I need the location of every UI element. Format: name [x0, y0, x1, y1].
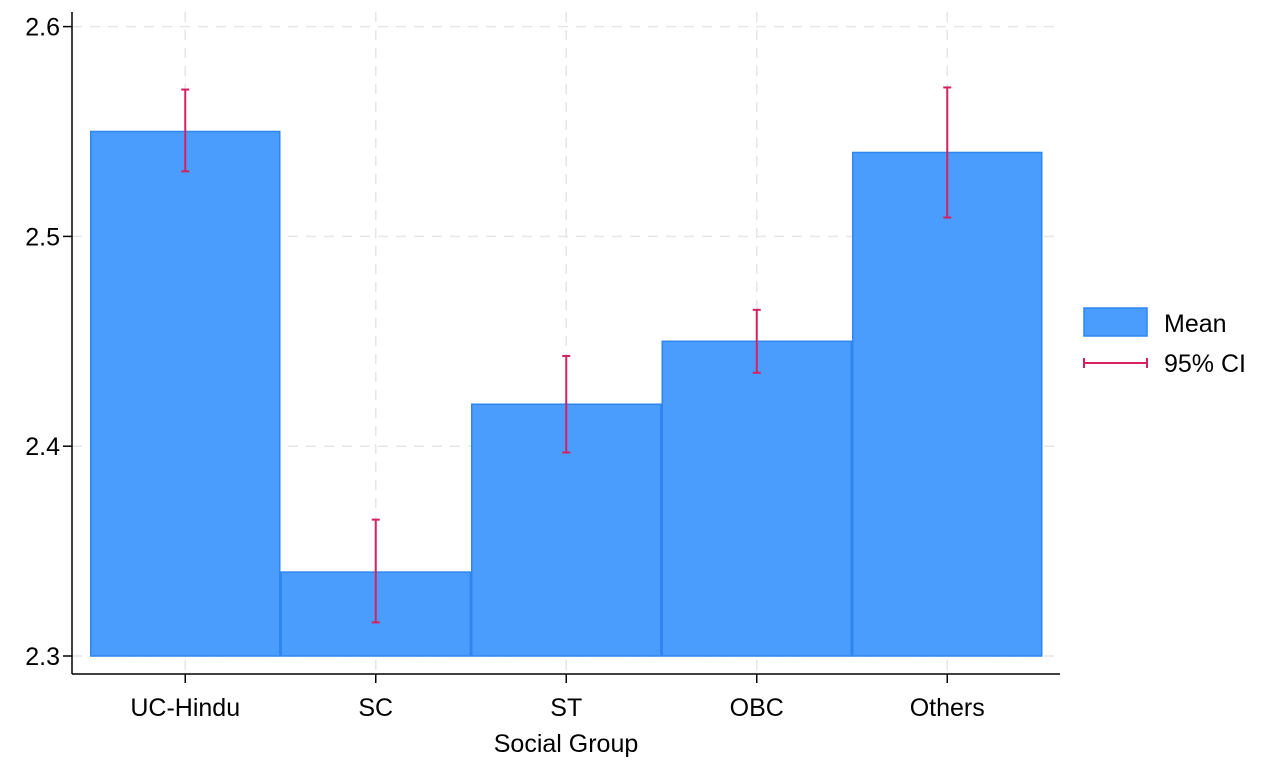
legend-mean-swatch — [1083, 307, 1148, 337]
error-bar-uc-hindu — [181, 88, 190, 173]
legend-ci-label: 95% CI — [1164, 350, 1246, 378]
error-bars — [181, 86, 952, 624]
y-tick-label: 2.4 — [25, 433, 60, 461]
error-bar-others — [943, 86, 952, 219]
bar-others — [852, 151, 1043, 657]
legend-ci-swatch — [1083, 358, 1148, 368]
x-ticks: UC-Hindu SC ST OBC Others — [130, 674, 985, 722]
legend: Mean 95% CI — [1083, 307, 1246, 378]
y-ticks: 2.3 2.4 2.5 2.6 — [25, 14, 72, 671]
bar-obc — [661, 340, 852, 657]
y-tick-label: 2.3 — [25, 643, 60, 671]
error-bar-obc — [752, 308, 761, 374]
x-tick-label: SC — [358, 694, 393, 722]
legend-mean-label: Mean — [1164, 310, 1227, 338]
y-tick-label: 2.6 — [25, 14, 60, 42]
error-bar-st — [562, 354, 571, 454]
y-tick-label: 2.5 — [25, 223, 60, 251]
x-tick-label: OBC — [730, 694, 784, 722]
bar-uc-hindu — [90, 130, 281, 657]
x-tick-label: UC-Hindu — [130, 694, 240, 722]
x-axis-title: Social Group — [494, 730, 639, 758]
error-bar-sc — [371, 518, 380, 624]
x-tick-label: ST — [550, 694, 582, 722]
x-tick-label: Others — [910, 694, 985, 722]
